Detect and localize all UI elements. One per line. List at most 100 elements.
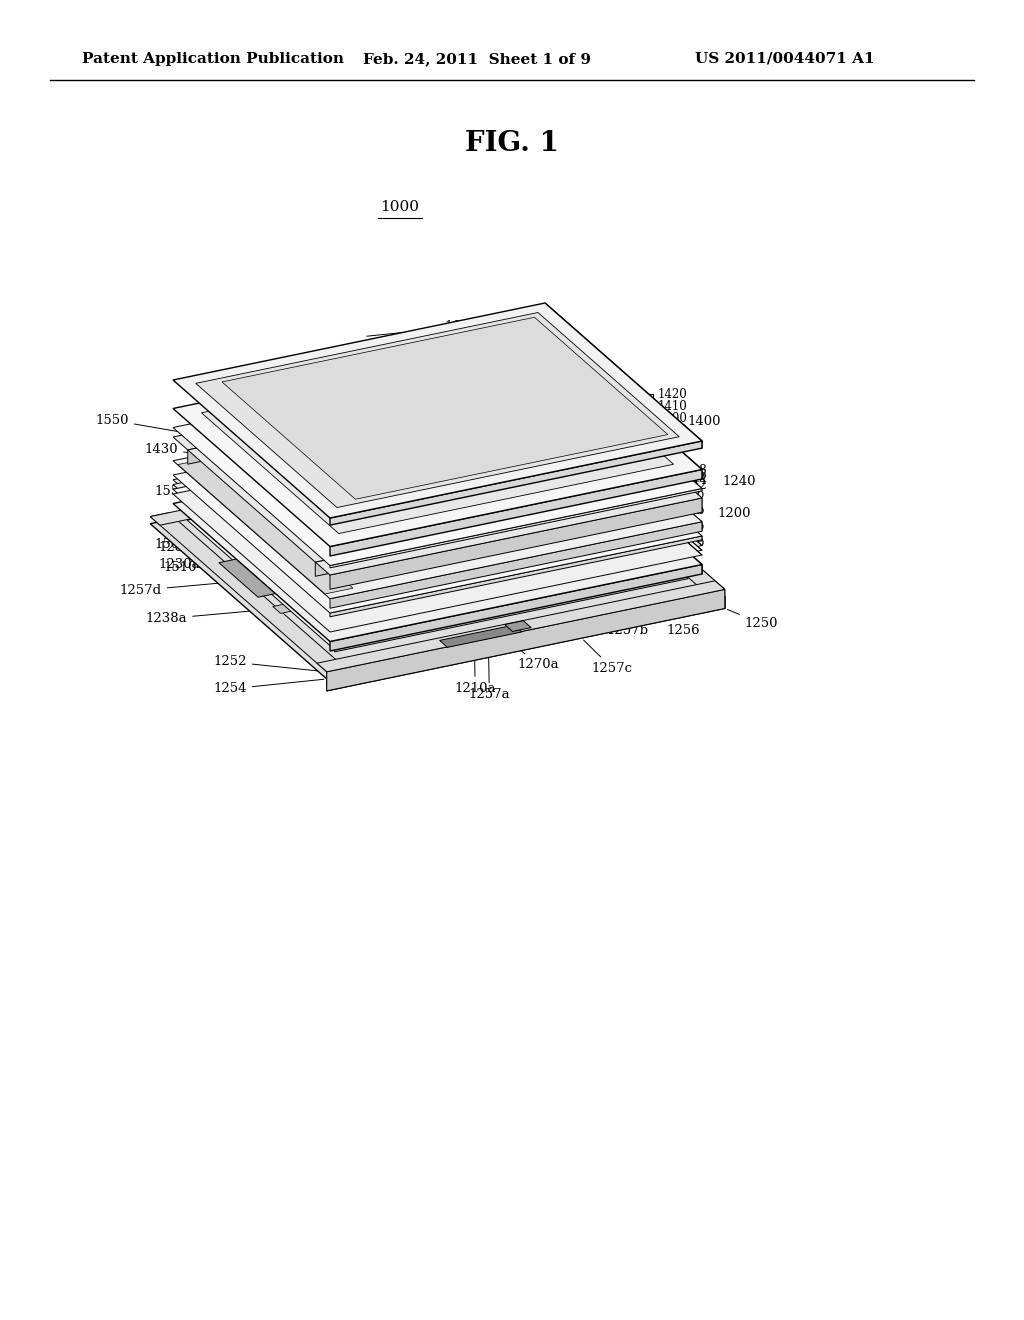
- Text: 1550: 1550: [95, 413, 196, 434]
- Polygon shape: [547, 403, 581, 417]
- Text: US 2011/0044071 A1: US 2011/0044071 A1: [695, 51, 874, 66]
- Text: 1257c: 1257c: [584, 640, 633, 675]
- Text: 1410: 1410: [657, 400, 687, 413]
- Text: 1280a: 1280a: [158, 541, 200, 554]
- Polygon shape: [545, 331, 702, 479]
- Polygon shape: [327, 590, 725, 690]
- Polygon shape: [151, 512, 345, 672]
- Polygon shape: [555, 405, 572, 413]
- Text: 1280b: 1280b: [668, 488, 705, 502]
- Text: 1257a: 1257a: [469, 657, 510, 701]
- Text: 1554: 1554: [154, 486, 255, 499]
- Text: 1244: 1244: [677, 474, 707, 487]
- Polygon shape: [548, 441, 725, 609]
- Polygon shape: [315, 553, 356, 577]
- Text: 1252: 1252: [213, 655, 324, 672]
- Polygon shape: [646, 484, 687, 508]
- Polygon shape: [545, 304, 702, 447]
- Text: 1430: 1430: [144, 444, 265, 459]
- Polygon shape: [173, 408, 702, 623]
- Text: 1600: 1600: [367, 319, 477, 337]
- Polygon shape: [687, 484, 702, 512]
- Text: 1460: 1460: [657, 424, 688, 437]
- Polygon shape: [187, 447, 688, 649]
- Polygon shape: [590, 437, 607, 444]
- Polygon shape: [337, 451, 362, 463]
- Polygon shape: [560, 374, 687, 499]
- Polygon shape: [541, 447, 688, 578]
- Text: 1260: 1260: [551, 606, 622, 632]
- Text: 1257b: 1257b: [606, 623, 648, 636]
- Polygon shape: [545, 360, 560, 387]
- Text: 1250: 1250: [727, 610, 778, 630]
- Text: 1230a: 1230a: [158, 558, 200, 572]
- Polygon shape: [589, 474, 666, 529]
- Text: 1257d: 1257d: [120, 581, 249, 597]
- Text: 1440: 1440: [164, 513, 264, 525]
- Text: 1238a: 1238a: [145, 609, 274, 626]
- Polygon shape: [187, 374, 560, 465]
- Polygon shape: [272, 532, 641, 614]
- Text: 1220: 1220: [558, 598, 618, 628]
- Polygon shape: [545, 399, 702, 540]
- Text: 1420: 1420: [657, 388, 687, 401]
- Polygon shape: [262, 462, 304, 482]
- Polygon shape: [545, 384, 702, 531]
- Polygon shape: [295, 455, 337, 475]
- Polygon shape: [173, 304, 702, 517]
- Text: 1242: 1242: [677, 479, 707, 492]
- Polygon shape: [330, 565, 702, 651]
- Text: Feb. 24, 2011  Sheet 1 of 9: Feb. 24, 2011 Sheet 1 of 9: [362, 51, 591, 66]
- Polygon shape: [511, 371, 545, 385]
- Text: 1500: 1500: [154, 537, 255, 550]
- Polygon shape: [219, 558, 276, 597]
- Polygon shape: [228, 441, 356, 568]
- Text: 1200: 1200: [718, 507, 751, 520]
- Polygon shape: [173, 360, 560, 450]
- Polygon shape: [315, 484, 702, 576]
- Text: 1254: 1254: [213, 680, 324, 696]
- Polygon shape: [202, 343, 674, 533]
- Text: 1400: 1400: [688, 416, 721, 429]
- Polygon shape: [545, 351, 702, 491]
- Polygon shape: [329, 449, 371, 467]
- Polygon shape: [327, 668, 345, 690]
- Text: 1248: 1248: [677, 465, 707, 478]
- Polygon shape: [327, 597, 725, 690]
- Polygon shape: [519, 374, 687, 494]
- Text: 1230b: 1230b: [668, 504, 705, 517]
- Polygon shape: [519, 375, 537, 381]
- Polygon shape: [545, 426, 702, 574]
- Text: 1450: 1450: [657, 436, 688, 449]
- Polygon shape: [582, 433, 615, 447]
- Polygon shape: [548, 434, 725, 609]
- Polygon shape: [335, 577, 688, 652]
- Text: 1246: 1246: [677, 469, 707, 482]
- Polygon shape: [330, 470, 702, 556]
- Text: 1270b: 1270b: [668, 536, 705, 549]
- Polygon shape: [173, 351, 702, 565]
- Polygon shape: [317, 581, 725, 672]
- Polygon shape: [371, 445, 395, 457]
- Text: 1000: 1000: [381, 201, 420, 214]
- Text: 1400: 1400: [657, 412, 688, 425]
- Polygon shape: [330, 488, 702, 568]
- Polygon shape: [228, 470, 270, 488]
- Text: 1270a: 1270a: [505, 636, 559, 672]
- Polygon shape: [362, 442, 404, 461]
- Polygon shape: [196, 313, 679, 508]
- Polygon shape: [173, 399, 702, 612]
- Polygon shape: [223, 488, 593, 570]
- Polygon shape: [173, 331, 702, 546]
- Polygon shape: [173, 384, 702, 599]
- Polygon shape: [173, 426, 702, 642]
- Polygon shape: [151, 441, 725, 678]
- Polygon shape: [330, 536, 702, 616]
- Text: Patent Application Publication: Patent Application Publication: [82, 51, 344, 66]
- Polygon shape: [151, 434, 558, 525]
- Text: 1210b: 1210b: [668, 520, 705, 533]
- Polygon shape: [439, 626, 522, 647]
- Polygon shape: [173, 412, 702, 627]
- Polygon shape: [572, 421, 590, 429]
- Polygon shape: [304, 458, 329, 470]
